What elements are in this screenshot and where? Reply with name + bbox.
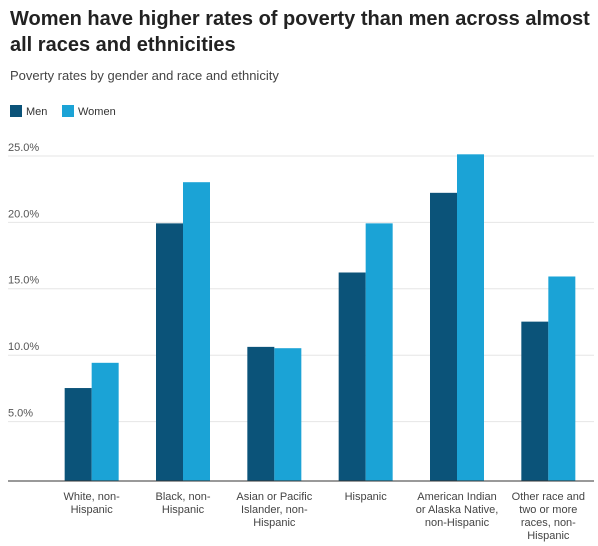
bar bbox=[274, 348, 302, 481]
y-tick-label: 15.0% bbox=[8, 275, 39, 287]
bar bbox=[548, 276, 576, 481]
x-tick-label: American Indian or Alaska Native, non-Hi… bbox=[415, 491, 499, 529]
legend-label: Women bbox=[78, 106, 116, 118]
bar bbox=[521, 321, 549, 481]
legend-swatch bbox=[10, 105, 22, 117]
bar bbox=[430, 192, 457, 481]
x-tick-label: Black, non-Hispanic bbox=[155, 491, 211, 516]
bar bbox=[91, 362, 119, 481]
y-tick-label: 10.0% bbox=[8, 341, 39, 353]
bar bbox=[64, 388, 92, 481]
chart-title: Women have higher rates of poverty than … bbox=[10, 8, 590, 56]
y-tick-label: 20.0% bbox=[8, 208, 39, 220]
x-tick-label: Other race and two or more races, non-Hi… bbox=[511, 491, 586, 542]
bar bbox=[457, 154, 484, 481]
bar bbox=[183, 182, 210, 481]
x-tick-label: Hispanic bbox=[344, 491, 387, 503]
bar bbox=[365, 223, 393, 482]
legend-label: Men bbox=[26, 106, 47, 118]
bar bbox=[156, 223, 183, 482]
y-tick-label: 5.0% bbox=[8, 408, 33, 420]
y-tick-label: 25.0% bbox=[8, 142, 39, 154]
bar bbox=[247, 346, 275, 481]
bar bbox=[338, 272, 366, 481]
x-tick-label: White, non-Hispanic bbox=[63, 491, 120, 516]
x-tick-label: Asian or Pacific Islander, non-Hispanic bbox=[236, 491, 313, 529]
chart-subtitle: Poverty rates by gender and race and eth… bbox=[10, 68, 279, 83]
legend-swatch bbox=[62, 105, 74, 117]
